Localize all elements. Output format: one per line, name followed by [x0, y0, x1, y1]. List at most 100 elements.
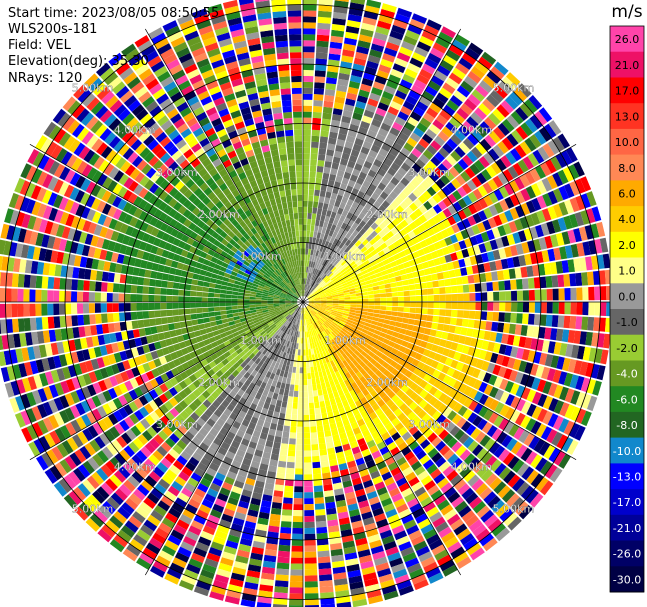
velocity-gate — [276, 349, 282, 357]
velocity-gate — [351, 381, 359, 390]
velocity-gate — [316, 327, 321, 334]
velocity-gate — [326, 222, 333, 230]
velocity-gate — [430, 468, 442, 480]
velocity-gate — [310, 261, 314, 268]
velocity-gate — [314, 262, 318, 269]
velocity-gate — [303, 212, 308, 219]
velocity-gate — [151, 262, 160, 272]
velocity-gate — [318, 148, 327, 155]
velocity-gate — [497, 122, 510, 136]
velocity-gate — [305, 290, 308, 297]
velocity-gate — [188, 498, 201, 509]
velocity-gate — [349, 260, 356, 267]
velocity-gate — [396, 579, 412, 590]
velocity-gate — [556, 434, 569, 450]
velocity-gate — [289, 309, 295, 314]
velocity-gate — [63, 494, 78, 509]
velocity-gate — [344, 424, 352, 432]
velocity-gate — [471, 264, 480, 274]
velocity-gate — [393, 326, 401, 333]
velocity-gate — [338, 322, 345, 328]
velocity-gate — [74, 506, 89, 521]
velocity-gate — [96, 237, 105, 249]
velocity-gate — [458, 505, 472, 518]
velocity-gate — [252, 397, 260, 406]
velocity-gate — [371, 192, 380, 201]
velocity-gate — [407, 562, 422, 574]
velocity-gate — [504, 210, 514, 222]
velocity-gate — [64, 407, 75, 421]
velocity-gate — [516, 462, 530, 477]
velocity-gate — [415, 158, 426, 169]
velocity-gate — [334, 396, 342, 404]
velocity-gate — [221, 513, 234, 523]
velocity-gate — [451, 302, 458, 310]
velocity-gate — [118, 283, 126, 293]
velocity-gate — [396, 380, 405, 389]
velocity-gate — [277, 314, 283, 319]
velocity-gate — [487, 341, 496, 352]
velocity-gate — [591, 255, 599, 270]
velocity-gate — [312, 123, 321, 131]
velocity-gate — [108, 218, 118, 230]
velocity-gate — [380, 122, 391, 132]
velocity-gate — [330, 323, 337, 328]
velocity-gate — [36, 187, 47, 202]
velocity-gate — [181, 487, 193, 498]
velocity-gate — [387, 461, 399, 472]
velocity-gate — [374, 302, 381, 306]
velocity-gate — [136, 303, 143, 311]
velocity-gate — [292, 336, 296, 343]
velocity-gate — [285, 298, 292, 301]
velocity-gate — [246, 281, 253, 286]
velocity-gate — [307, 295, 313, 299]
velocity-gate — [276, 472, 285, 480]
velocity-gate — [454, 429, 465, 441]
velocity-gate — [482, 219, 492, 231]
velocity-gate — [324, 240, 330, 248]
velocity-gate — [264, 350, 271, 357]
velocity-gate — [457, 302, 464, 310]
velocity-gate — [20, 393, 31, 409]
velocity-gate — [492, 108, 506, 122]
velocity-gate — [433, 70, 448, 82]
velocity-gate — [245, 427, 254, 436]
velocity-gate — [275, 310, 282, 315]
velocity-gate — [321, 227, 327, 234]
velocity-gate — [180, 327, 189, 335]
velocity-gate — [267, 320, 274, 325]
velocity-gate — [312, 309, 318, 314]
velocity-gate — [417, 518, 431, 530]
velocity-gate — [267, 531, 279, 539]
velocity-gate — [341, 55, 354, 64]
velocity-gate — [272, 604, 288, 607]
velocity-gate — [132, 267, 140, 276]
velocity-gate — [140, 259, 148, 269]
velocity-gate — [303, 28, 316, 35]
velocity-gate — [484, 438, 496, 451]
velocity-gate — [353, 280, 360, 286]
velocity-gate — [367, 256, 375, 263]
velocity-gate — [343, 104, 355, 112]
velocity-gate — [162, 273, 169, 281]
velocity-gate — [461, 52, 477, 66]
velocity-gate — [392, 186, 402, 196]
velocity-gate — [115, 332, 123, 342]
velocity-gate — [569, 197, 580, 212]
velocity-gate — [375, 246, 383, 253]
velocity-gate — [423, 443, 435, 454]
velocity-gate — [265, 371, 272, 379]
velocity-gate — [412, 430, 423, 440]
velocity-gate — [290, 317, 295, 323]
velocity-gate — [576, 287, 583, 301]
velocity-gate — [325, 501, 336, 509]
velocity-gate — [4, 382, 15, 398]
velocity-gate — [503, 470, 516, 484]
velocity-gate — [86, 475, 100, 490]
velocity-gate — [197, 376, 206, 385]
velocity-gate — [53, 412, 65, 427]
velocity-gate — [71, 279, 78, 291]
velocity-gate — [319, 136, 328, 144]
velocity-gate — [314, 296, 321, 299]
velocity-gate — [289, 599, 303, 606]
